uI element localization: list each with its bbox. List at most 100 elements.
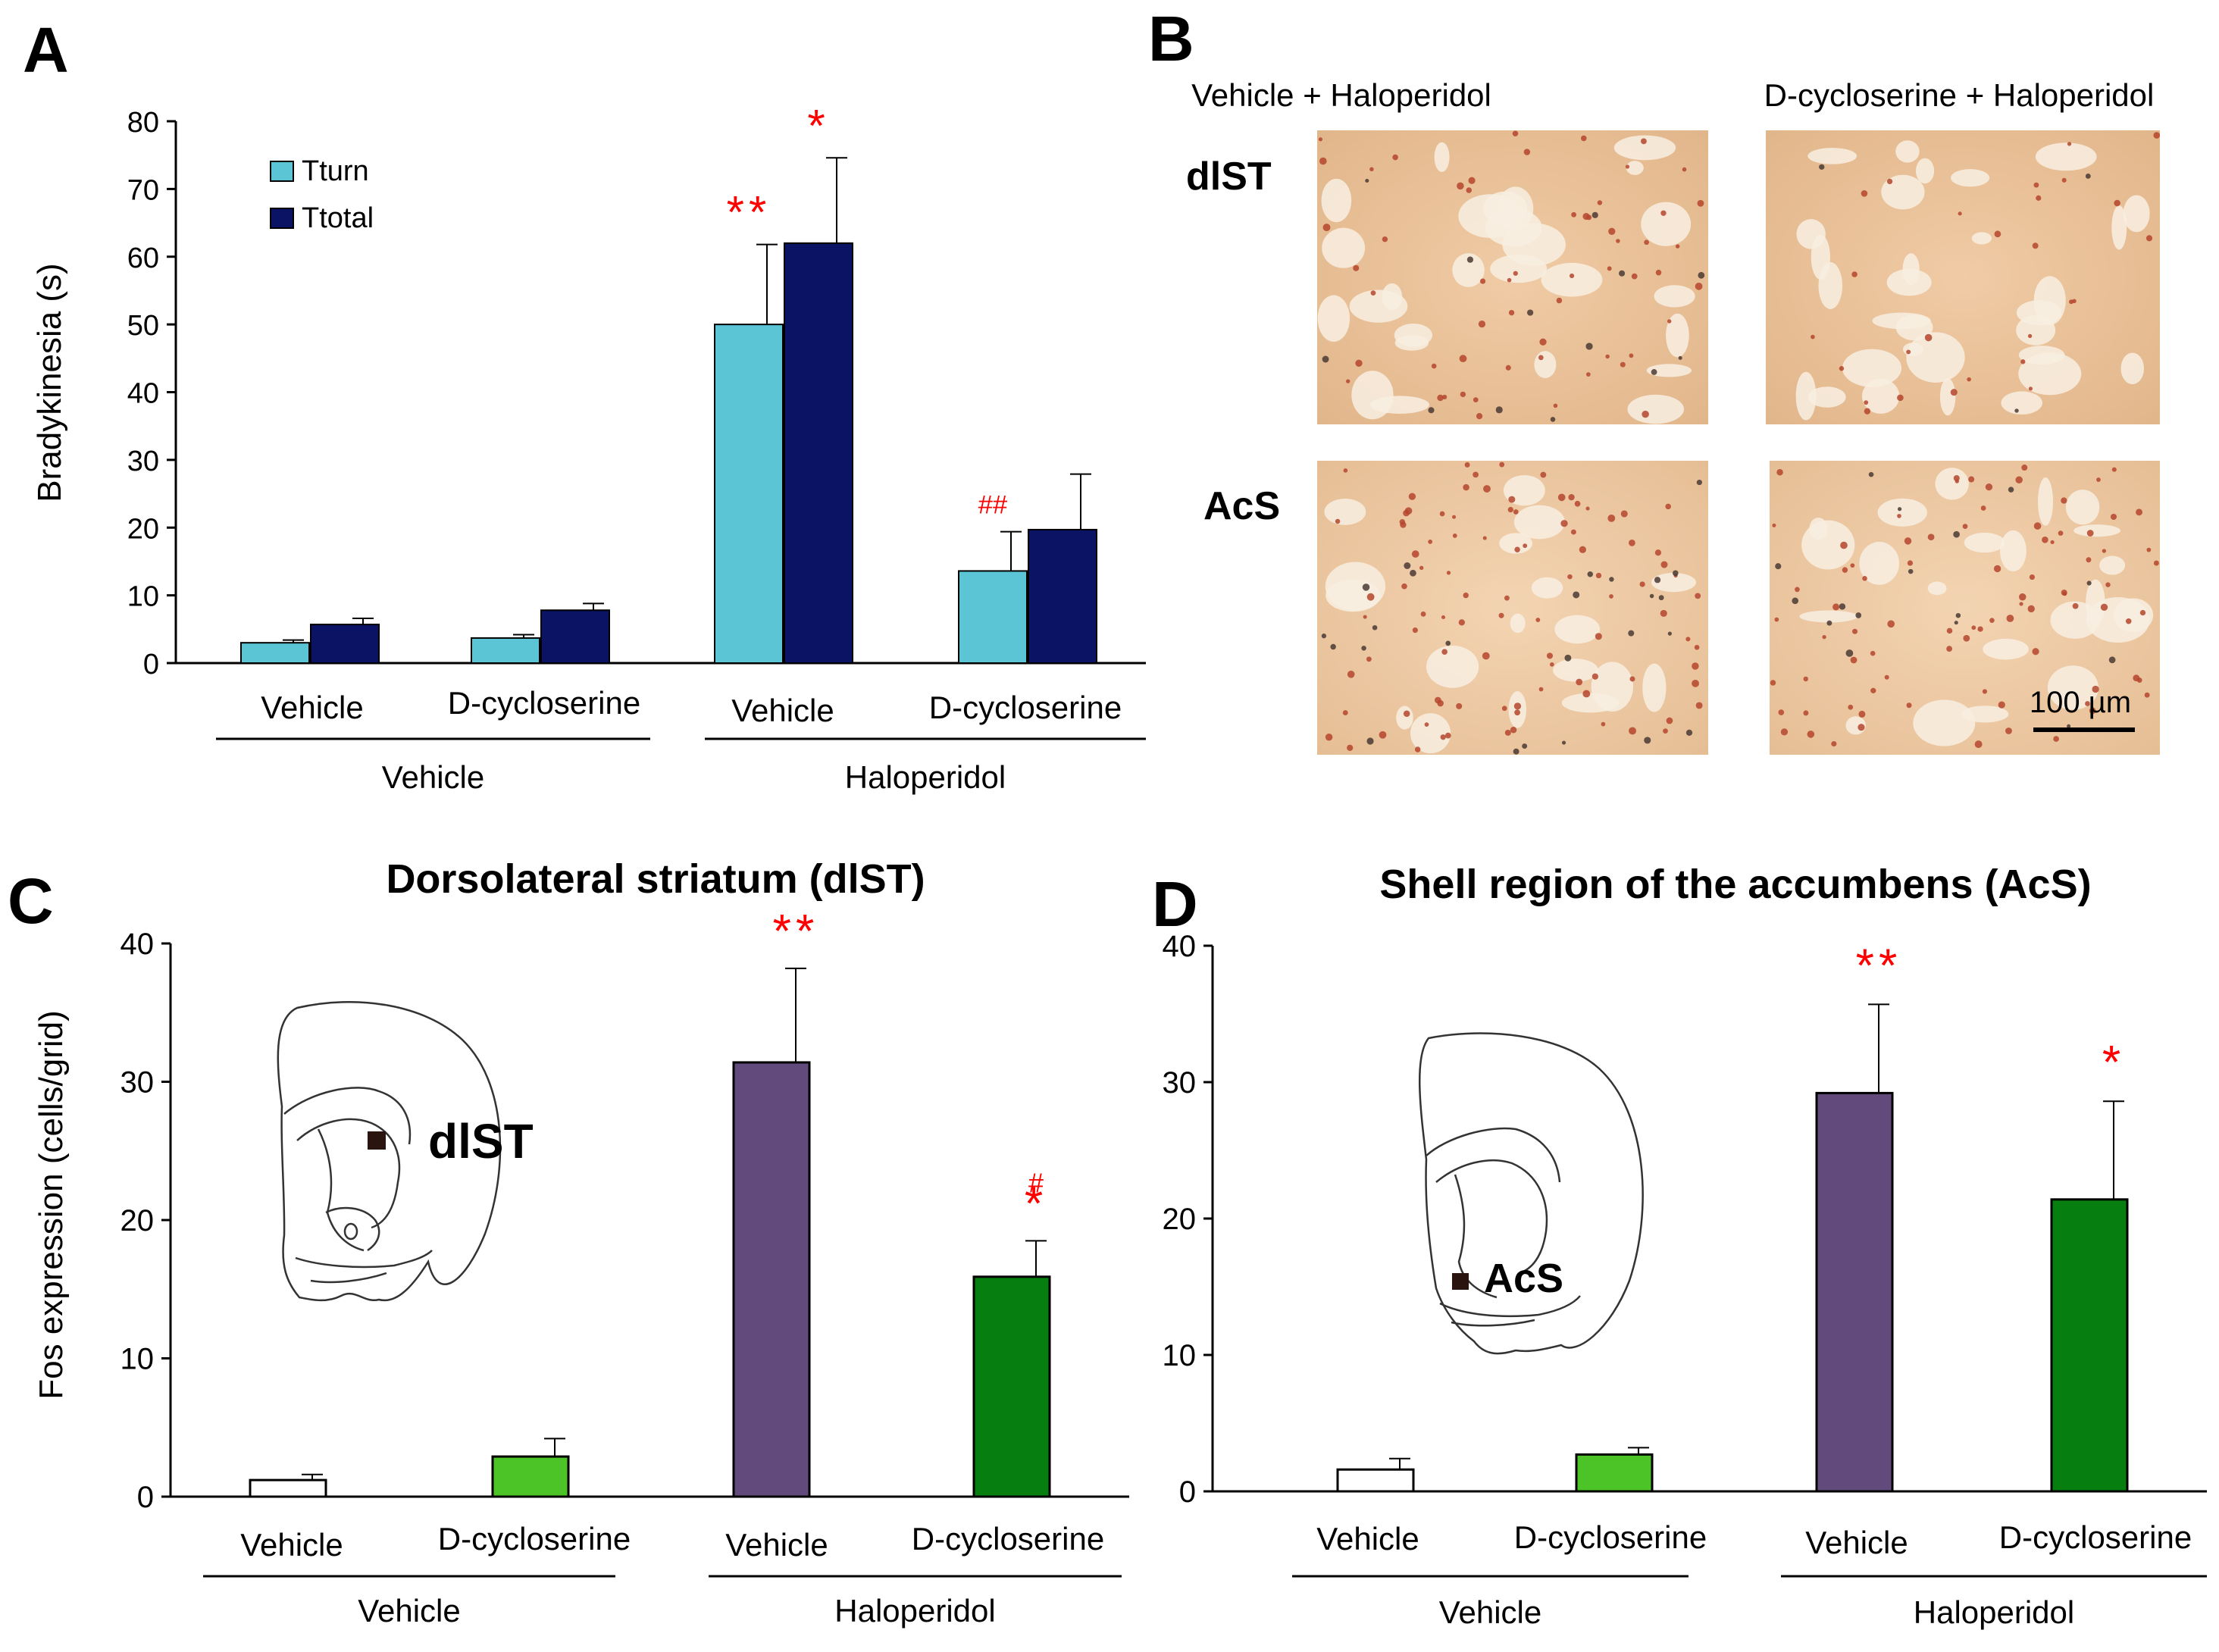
chart-d-x-labels: Vehicle D-cycloserine Vehicle D-cycloserine…: [1292, 1519, 2207, 1630]
x-group-label: Vehicle: [1439, 1594, 1541, 1630]
x-category-label: D-cycloserine: [1999, 1519, 2192, 1555]
stained-nucleus: [1410, 569, 1416, 577]
stained-nucleus: [1445, 640, 1451, 646]
stained-nucleus: [2033, 522, 2042, 530]
stained-nucleus: [2096, 477, 2101, 482]
stained-nucleus: [1887, 620, 1895, 628]
stained-nucleus: [2086, 557, 2092, 563]
stained-nucleus: [1772, 523, 1776, 527]
chart-a-bars: ** ## *: [240, 100, 1097, 665]
y-tick-label: 10: [127, 581, 159, 613]
stained-nucleus: [1977, 626, 1983, 632]
stained-nucleus: [1904, 537, 1912, 545]
tissue-texture: [1510, 613, 1526, 634]
dlst-region-marker: [368, 1131, 386, 1150]
tissue-texture: [1324, 499, 1366, 525]
bar-ttotal: [540, 609, 610, 664]
stained-nucleus: [1573, 591, 1580, 599]
stained-nucleus: [1379, 731, 1387, 739]
scale-bar-label: 100 µm: [2030, 686, 2131, 719]
stained-nucleus: [2058, 530, 2064, 536]
legend-label-tturn: Tturn: [302, 155, 369, 187]
stained-nucleus: [1629, 540, 1635, 546]
tissue-texture: [1499, 533, 1533, 554]
stained-nucleus: [1513, 748, 1519, 755]
x-category-label: Vehicle: [1316, 1521, 1419, 1557]
stained-nucleus: [1591, 211, 1598, 218]
stained-nucleus: [2067, 142, 2072, 146]
significance-mark: **: [727, 187, 771, 238]
chart-c-bars: ** #*: [249, 905, 1051, 1498]
tissue-texture: [1553, 659, 1598, 682]
stained-nucleus: [2015, 476, 2023, 483]
tissue-texture: [2111, 205, 2127, 250]
stained-nucleus: [2028, 386, 2033, 391]
stained-nucleus: [2027, 605, 2035, 613]
stained-nucleus: [1319, 157, 1327, 165]
stained-nucleus: [1826, 620, 1832, 626]
x-category-label: D-cycloserine: [912, 1521, 1104, 1557]
inset-label-dlst: dlST: [428, 1114, 534, 1169]
stained-nucleus: [1560, 520, 1568, 527]
stained-nucleus: [1437, 394, 1444, 402]
tissue-texture: [1795, 371, 1817, 421]
bar: [972, 1275, 1051, 1498]
tissue-texture: [1613, 135, 1676, 161]
stained-nucleus: [1776, 468, 1783, 476]
stained-nucleus: [1392, 154, 1398, 161]
bar-tturn: [714, 324, 784, 664]
stained-nucleus: [1495, 406, 1503, 414]
stained-nucleus: [1539, 338, 1547, 346]
stained-nucleus: [1444, 732, 1451, 739]
stained-nucleus: [1366, 656, 1372, 662]
stained-nucleus: [1993, 565, 2001, 573]
stained-nucleus: [1678, 355, 1682, 360]
chart-d-y-axis: 0 10 20 30 40: [1163, 930, 2207, 1509]
stained-nucleus: [1585, 506, 1590, 511]
y-tick-label: 10: [1163, 1339, 1197, 1372]
stained-nucleus: [1792, 597, 1799, 605]
stained-nucleus: [2042, 537, 2048, 543]
stained-nucleus: [1401, 583, 1407, 590]
stained-nucleus: [1403, 710, 1410, 718]
stained-nucleus: [1512, 130, 1519, 137]
stained-nucleus: [1595, 572, 1602, 579]
stained-nucleus: [1609, 594, 1613, 599]
stained-nucleus: [1685, 637, 1691, 642]
stained-nucleus: [1695, 593, 1701, 599]
stained-nucleus: [1649, 593, 1654, 599]
stained-nucleus: [1601, 721, 1606, 727]
stained-nucleus: [1507, 506, 1513, 513]
stained-nucleus: [1628, 630, 1635, 637]
y-tick-label: 10: [120, 1343, 155, 1376]
tissue-texture: [1859, 542, 1900, 585]
x-group-label: Haloperidol: [834, 1593, 995, 1629]
acs-region-marker: [1452, 1273, 1469, 1290]
y-tick-label: 40: [120, 928, 155, 961]
chart-a-x-labels: Vehicle D-cycloserine Vehicle D-cycloserine…: [216, 685, 1146, 795]
panel-label-a: A: [23, 14, 69, 86]
y-tick-label: 30: [1163, 1066, 1197, 1100]
stained-nucleus: [1365, 178, 1369, 183]
tissue-texture: [2038, 477, 2054, 526]
stained-nucleus: [1355, 359, 1363, 367]
tissue-texture: [1369, 396, 1430, 415]
x-category-label: Vehicle: [261, 690, 363, 725]
tissue-texture: [2016, 314, 2056, 346]
stained-nucleus: [1665, 503, 1671, 510]
stained-nucleus: [1906, 349, 1911, 355]
stained-nucleus: [1510, 727, 1517, 734]
stained-nucleus: [2019, 602, 2023, 606]
stained-nucleus: [1335, 518, 1341, 524]
stained-nucleus: [1967, 377, 1971, 382]
stained-nucleus: [1538, 687, 1544, 692]
bar: [1815, 1091, 1894, 1493]
stained-nucleus: [1428, 539, 1433, 544]
stained-nucleus: [2008, 487, 2014, 493]
inset-label-acs: AcS: [1484, 1256, 1563, 1301]
stained-nucleus: [1523, 149, 1531, 155]
tissue-texture: [1811, 234, 1830, 280]
tissue-texture: [1434, 142, 1450, 172]
tissue-texture: [1913, 699, 1976, 746]
